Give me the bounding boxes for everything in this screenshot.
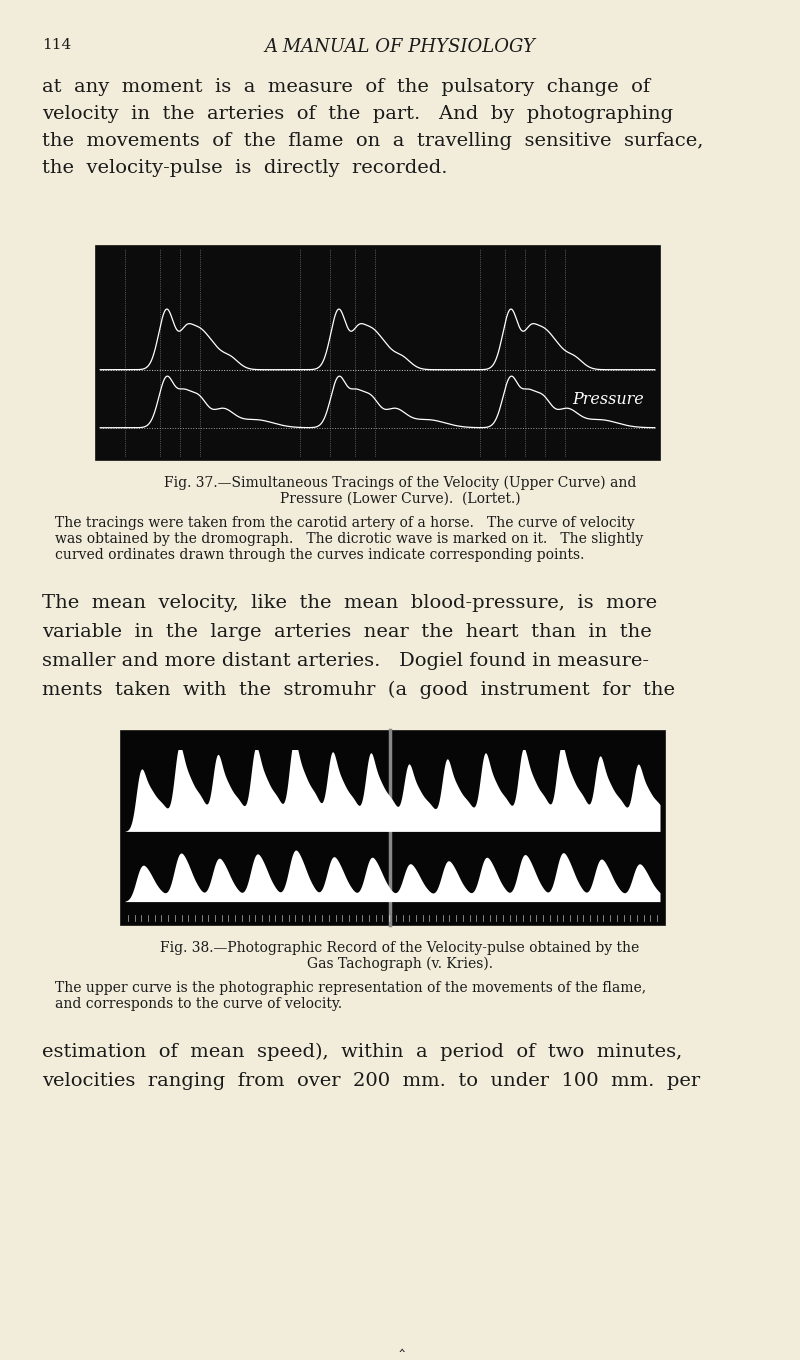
Bar [120,730,665,925]
Text: was obtained by the dromograph.   The dicrotic wave is marked on it.   The sligh: was obtained by the dromograph. The dicr… [55,532,643,545]
Text: the  velocity-pulse  is  directly  recorded.: the velocity-pulse is directly recorded. [42,159,447,177]
Text: 114: 114 [42,38,71,52]
Text: Fig. 37.—Simultaneous Tracings of the Velocity (Upper Curve) and: Fig. 37.—Simultaneous Tracings of the Ve… [164,476,636,491]
Text: A MANUAL OF PHYSIOLOGY: A MANUAL OF PHYSIOLOGY [265,38,535,56]
Text: ‸: ‸ [395,1336,405,1352]
Text: Pressure (Lower Curve).  (Lortet.): Pressure (Lower Curve). (Lortet.) [280,492,520,506]
Text: curved ordinates drawn through the curves indicate corresponding points.: curved ordinates drawn through the curve… [55,548,584,562]
Text: at  any  moment  is  a  measure  of  the  pulsatory  change  of: at any moment is a measure of the pulsat… [42,78,650,97]
Text: variable  in  the  large  arteries  near  the  heart  than  in  the: variable in the large arteries near the … [42,623,652,641]
Text: Pressure: Pressure [572,392,644,408]
Text: Fig. 38.—Photographic Record of the Velocity-pulse obtained by the: Fig. 38.—Photographic Record of the Velo… [160,941,640,955]
Text: and corresponds to the curve of velocity.: and corresponds to the curve of velocity… [55,997,342,1010]
Bar [95,245,660,460]
Text: the  movements  of  the  flame  on  a  travelling  sensitive  surface,: the movements of the flame on a travelli… [42,132,703,150]
Text: The tracings were taken from the carotid artery of a horse.   The curve of veloc: The tracings were taken from the carotid… [55,515,634,530]
Text: The  mean  velocity,  like  the  mean  blood-pressure,  is  more: The mean velocity, like the mean blood-p… [42,594,657,612]
Text: velocity  in  the  arteries  of  the  part.   And  by  photographing: velocity in the arteries of the part. An… [42,105,673,122]
Text: ments  taken  with  the  stromuhr  (a  good  instrument  for  the: ments taken with the stromuhr (a good in… [42,681,675,699]
Text: smaller and more distant arteries.   Dogiel found in measure-: smaller and more distant arteries. Dogie… [42,651,649,670]
Text: estimation  of  mean  speed),  within  a  period  of  two  minutes,: estimation of mean speed), within a peri… [42,1043,682,1061]
Text: The upper curve is the photographic representation of the movements of the flame: The upper curve is the photographic repr… [55,981,646,996]
Text: velocities  ranging  from  over  200  mm.  to  under  100  mm.  per: velocities ranging from over 200 mm. to … [42,1072,700,1089]
Text: Gas Tachograph (v. Kries).: Gas Tachograph (v. Kries). [307,957,493,971]
